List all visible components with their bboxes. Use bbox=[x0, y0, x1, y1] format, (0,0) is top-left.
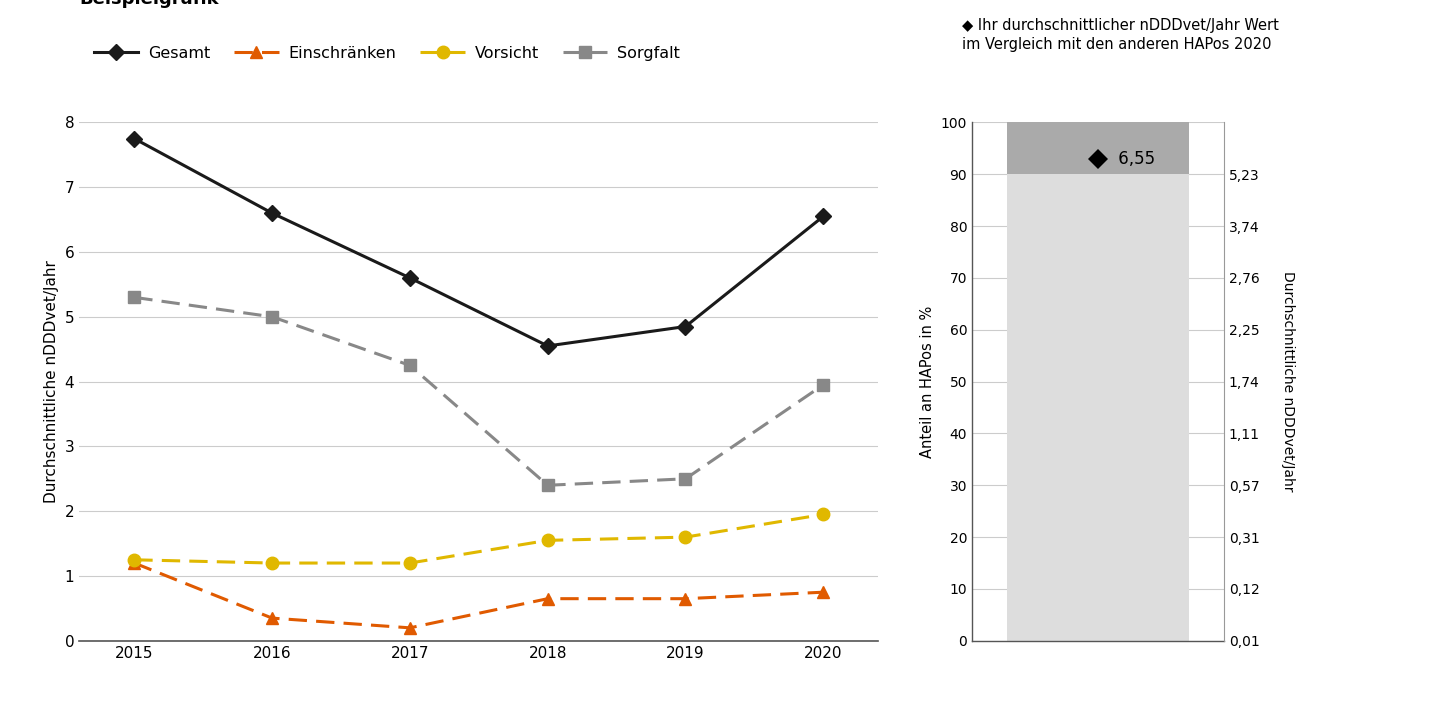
Text: Beispielgrafik: Beispielgrafik bbox=[79, 0, 219, 8]
Text: ◆ Ihr durchschnittlicher nDDDvet/Jahr Wert: ◆ Ihr durchschnittlicher nDDDvet/Jahr We… bbox=[962, 18, 1279, 33]
Bar bbox=[1008, 122, 1189, 174]
Y-axis label: Durchschnittliche nDDDvet/Jahr: Durchschnittliche nDDDvet/Jahr bbox=[45, 260, 59, 503]
Bar bbox=[1008, 174, 1189, 382]
Text: im Vergleich mit den anderen HAPos 2020: im Vergleich mit den anderen HAPos 2020 bbox=[962, 37, 1272, 53]
Bar bbox=[1008, 382, 1189, 641]
Legend: Gesamt, Einschränken, Vorsicht, Sorgfalt: Gesamt, Einschränken, Vorsicht, Sorgfalt bbox=[88, 40, 687, 68]
Y-axis label: Durchschnittliche nDDDvet/Jahr: Durchschnittliche nDDDvet/Jahr bbox=[1280, 271, 1295, 492]
Text: 6,55: 6,55 bbox=[1113, 150, 1155, 168]
Y-axis label: Anteil an HAPos in %: Anteil an HAPos in % bbox=[920, 305, 935, 458]
